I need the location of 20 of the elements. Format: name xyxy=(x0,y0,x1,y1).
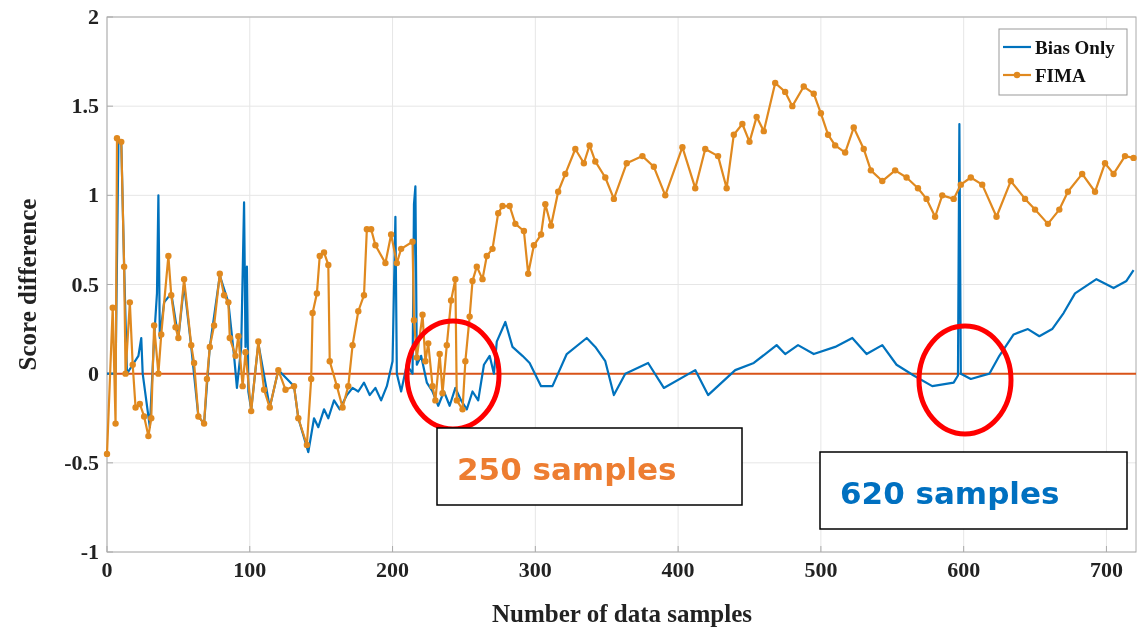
y-tick-label: 1 xyxy=(88,182,99,208)
annotation: 620 samples xyxy=(840,475,1060,511)
x-tick-label: 700 xyxy=(1089,557,1123,582)
annotation: 250 samples xyxy=(457,451,677,487)
x-tick-label: 400 xyxy=(661,557,695,582)
y-axis-title: Score difference xyxy=(14,198,41,371)
y-tick-label: 2 xyxy=(88,4,99,29)
x-tick-label: 200 xyxy=(376,557,410,582)
y-tick-label: 0 xyxy=(88,360,99,386)
x-axis-title: Number of data samples xyxy=(492,600,753,627)
x-tick-label: 100 xyxy=(233,557,267,582)
x-tick-label: 500 xyxy=(804,557,838,582)
legend-label: FIMA xyxy=(1035,65,1086,86)
y-tick-label: 0.5 xyxy=(71,271,99,297)
legend-label: Bias Only xyxy=(1035,37,1116,58)
x-tick-label: 600 xyxy=(947,557,981,582)
y-tick-label: -0.5 xyxy=(64,449,99,475)
y-tick-label: 1.5 xyxy=(71,93,99,119)
x-tick-label: 300 xyxy=(518,557,552,582)
y-tick-label: -1 xyxy=(80,539,99,564)
